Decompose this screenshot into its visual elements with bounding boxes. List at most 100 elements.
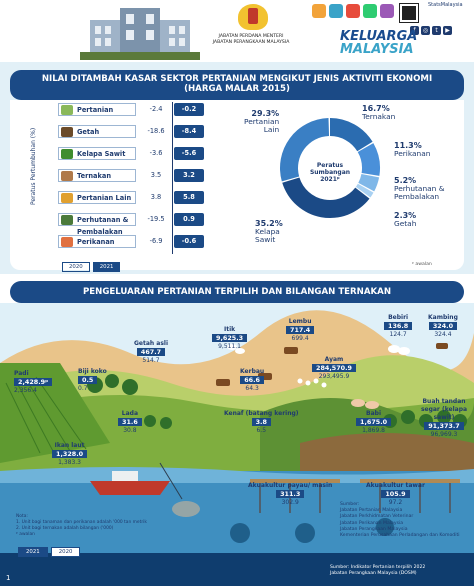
item-value-2021: 1,328.0 — [52, 450, 88, 458]
logo-icon — [346, 4, 360, 18]
production-item: Babi 1,675.0 1,869.8 — [356, 410, 392, 435]
agency-line-1: JABATAN PERDANA MENTERI — [218, 34, 284, 39]
value-2020: 3.8 — [150, 193, 162, 201]
section2-title: PENGELUARAN PERTANIAN TERPILIH DAN BILAN… — [10, 281, 464, 303]
category-text: Perhutanan & Pembalakan — [77, 216, 129, 236]
partner-logos — [312, 4, 394, 18]
production-item: Itik 9,625.3 9,511.1 — [212, 326, 248, 351]
item-value-2020: 124.7 — [389, 331, 407, 338]
category-icon — [61, 171, 73, 181]
legend-2020: 2020 — [62, 262, 90, 272]
item-name: Lembu — [288, 318, 312, 325]
agency-line-2: JABATAN PERANGKAAN MALAYSIA — [212, 40, 290, 45]
source-item: Jabatan Perikanan Malaysia — [340, 520, 404, 526]
production-item: Getah asli 467.7 514.7 — [134, 340, 168, 365]
production-item: Kerbau 66.6 64.3 — [240, 368, 264, 393]
item-value-2020: 514.7 — [142, 357, 160, 364]
value-2020: -3.6 — [149, 149, 163, 157]
item-value-2021: 311.3 — [276, 490, 305, 498]
donut-center-label: Peratus Sumbangan 2021ᵖ — [300, 162, 360, 183]
category-icon — [61, 149, 73, 159]
value-2020: -18.6 — [147, 127, 165, 135]
donut-label-sawit: 35.2% Kelapa Sawit — [255, 220, 283, 244]
keluarga-text: KELUARGA — [340, 29, 418, 44]
item-value-2021: 1,675.0 — [356, 418, 392, 426]
donut-pct: 2.3% — [394, 211, 417, 220]
category-label: Perhutanan & Pembalakan — [58, 213, 136, 236]
donut-pct: 11.3% — [394, 141, 422, 150]
donut-slice — [282, 177, 370, 218]
donut-center-line1: Peratus — [316, 162, 344, 169]
social-icons[interactable]: f ◎ t ▶ — [410, 26, 452, 35]
stats-malaysia-label: StatsMalaysia — [428, 2, 463, 8]
section1-title-line2: (HARGA MALAR 2015) — [184, 84, 290, 94]
donut-text: Perikanan — [394, 149, 431, 158]
donut-slice — [355, 183, 374, 198]
item-value-2021: 136.8 — [384, 322, 413, 330]
logo-icon — [363, 4, 377, 18]
item-value-2021: 0.5 — [78, 376, 98, 384]
value-2021: -0.6 — [174, 235, 204, 248]
youtube-icon[interactable]: ▶ — [443, 26, 452, 35]
item-value-2020: 302.9 — [281, 499, 299, 506]
value-2020: -2.4 — [149, 105, 163, 113]
keluarga-malaysia-logo: KELUARGA MALAYSIA — [340, 30, 417, 56]
logo-icon — [329, 4, 343, 18]
category-text: Pertanian Lain — [77, 194, 132, 202]
section1-footnote: ᵖ awalan — [412, 262, 432, 267]
source-item: Jabatan Pertanian Malaysia — [340, 508, 403, 514]
notes: Nota: 1. Unit bagi tanaman dan perikanan… — [16, 514, 147, 538]
donut-text: Lain — [263, 125, 280, 134]
instagram-icon[interactable]: ◎ — [421, 26, 430, 35]
production-item: Buah tandan segar (kelapa sawit) 91,373.7… — [414, 398, 474, 439]
production-item: Lada 31.6 30.8 — [118, 410, 142, 435]
item-value-2020: 1,383.3 — [58, 459, 81, 466]
value-2021: 0.9 — [174, 213, 204, 226]
source-item: Jabatan Perangkaan Malaysia — [340, 526, 408, 532]
production-item: Ikan laut 1,328.0 1,383.3 — [52, 442, 88, 467]
production-item: Padi 2,428.9ᵖ 2,356.4 — [14, 370, 53, 395]
donut-label-perikanan: 11.3% Perikanan — [394, 142, 430, 158]
note-2: 2. Unit bagi ternakan adalah bilangan ('… — [16, 526, 114, 531]
category-text: Perikanan — [77, 238, 115, 246]
item-value-2021: 284,570.9 — [312, 364, 356, 372]
logo-icon — [312, 4, 326, 18]
value-2020: -19.5 — [147, 215, 165, 223]
item-value-2021: 2,428.9ᵖ — [14, 378, 53, 386]
y-axis-label: Peratus Pertumbuhan (%) — [30, 127, 37, 205]
category-icon — [61, 237, 73, 247]
item-value-2021: 105.9 — [381, 490, 410, 498]
zero-line — [172, 102, 173, 254]
item-value-2021: 91,373.7 — [424, 422, 464, 430]
legend-2021: 2021 — [92, 262, 121, 272]
item-name: Padi — [14, 370, 29, 377]
donut-slice — [330, 118, 373, 152]
production-item: Akuakultur tawar 105.9 97.2 — [366, 482, 425, 507]
item-name: Getah asli — [134, 340, 169, 347]
facebook-icon[interactable]: f — [410, 26, 419, 35]
section2-legend: 2021 2020 — [18, 547, 81, 557]
item-value-2020: 30.8 — [123, 427, 137, 434]
qr-code-icon[interactable] — [399, 3, 419, 23]
agency-name: JABATAN PERDANA MENTERI JABATAN PERANGKA… — [206, 34, 296, 46]
production-item: Akuakultur payau/ masin 311.3 302.9 — [248, 482, 332, 507]
donut-text: Perhutanan & — [394, 184, 445, 193]
item-value-2020: 9,511.1 — [218, 343, 241, 350]
contribution-donut — [280, 118, 380, 218]
value-2020: -6.9 — [149, 237, 163, 245]
chart-legend: 2020 2021 — [62, 262, 121, 272]
donut-label-ternakan: 16.7% Ternakan — [362, 105, 395, 121]
donut-slice — [357, 143, 380, 176]
item-value-2020: 6.5 — [256, 427, 267, 434]
donut-pct: 29.3% — [251, 109, 280, 118]
category-text: Pertanian — [77, 106, 114, 114]
donut-text: Sawit — [255, 235, 276, 244]
source-item: Kementerian Perusahaan Perladangan dan K… — [340, 533, 460, 539]
item-value-2020: 293,495.9 — [318, 373, 350, 380]
twitter-icon[interactable]: t — [432, 26, 441, 35]
qr-codes[interactable] — [399, 3, 419, 23]
section1-title: NILAI DITAMBAH KASAR SEKTOR PERTANIAN ME… — [10, 70, 464, 100]
notes-title: Nota: — [16, 514, 28, 519]
category-label: Ternakan — [58, 169, 136, 182]
item-value-2020: 97.2 — [388, 499, 403, 506]
